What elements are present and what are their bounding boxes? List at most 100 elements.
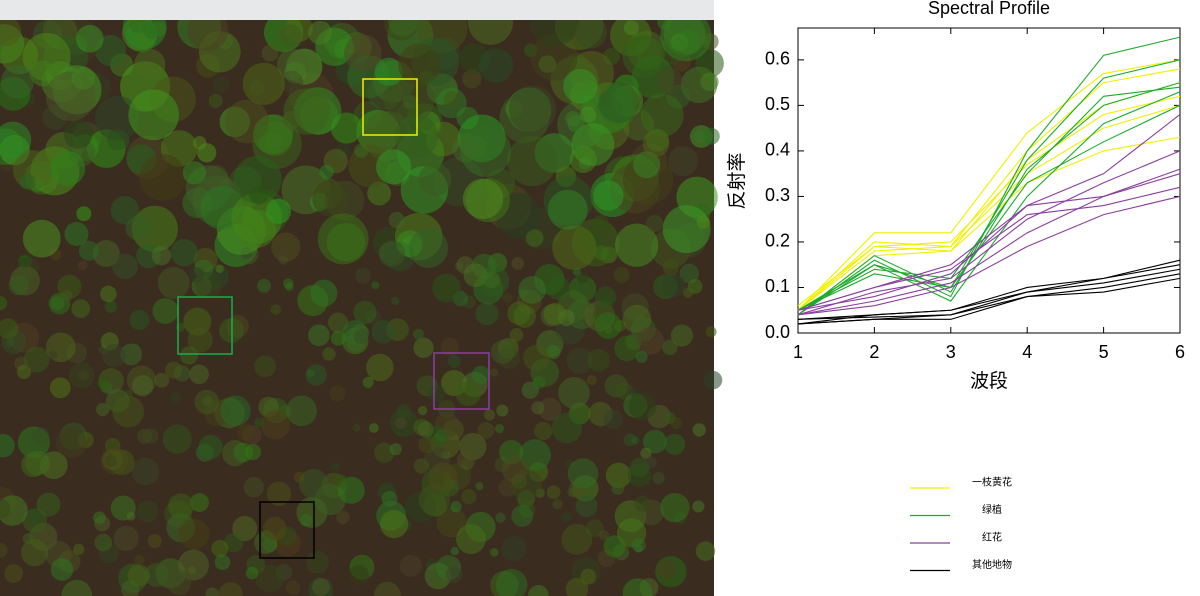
vegetation-patch	[543, 302, 566, 326]
y-tick-label: 0.0	[765, 322, 790, 342]
spectral-line	[797, 268, 1181, 320]
vegetation-patch	[447, 354, 461, 368]
vegetation-patch	[661, 273, 686, 298]
vegetation-patch	[657, 559, 677, 579]
vegetation-patch	[460, 125, 512, 177]
vegetation-patch	[695, 541, 716, 561]
vegetation-patch	[237, 423, 255, 441]
vegetation-patch	[162, 424, 192, 454]
spectral-line	[797, 264, 1181, 320]
vegetation-patch	[371, 281, 380, 290]
vegetation	[0, 0, 724, 596]
vegetation-patch	[107, 129, 129, 151]
vegetation-patch	[622, 304, 652, 334]
spectral-line	[797, 59, 1181, 311]
vegetation-patch	[220, 395, 251, 427]
vegetation-patch	[102, 343, 126, 368]
vegetation-patch	[352, 423, 361, 432]
vegetation-patch	[110, 196, 140, 225]
vegetation-patch	[265, 198, 292, 224]
vegetation-patch	[198, 434, 223, 460]
vegetation-patch	[349, 565, 369, 585]
vegetation-patch	[331, 462, 340, 471]
vegetation-patch	[455, 381, 481, 407]
vegetation-patch	[475, 302, 499, 326]
vegetation-patch	[558, 377, 590, 409]
vegetation-patch	[308, 324, 330, 347]
vegetation-patch	[279, 24, 302, 47]
vegetation-patch	[472, 365, 490, 384]
vegetation-patch	[48, 350, 58, 360]
vegetation-patch	[489, 368, 499, 377]
vegetation-patch	[322, 347, 336, 361]
vegetation-patch	[571, 123, 615, 167]
vegetation-patch	[285, 282, 294, 291]
vegetation-patch	[490, 340, 515, 364]
vegetation-patch	[50, 296, 65, 311]
vegetation-patch	[319, 164, 334, 180]
vegetation-patch	[168, 493, 194, 520]
vegetation-patch	[257, 278, 271, 293]
vegetation-patch	[398, 43, 441, 87]
vegetation-patch	[21, 539, 49, 567]
vegetation-patch	[78, 240, 99, 261]
vegetation-patch	[23, 346, 50, 373]
vegetation-patch	[4, 564, 24, 583]
vegetation-patch	[381, 490, 398, 507]
vegetation-patch	[329, 385, 346, 402]
vegetation-patch	[640, 447, 652, 460]
vegetation-patch	[642, 130, 670, 157]
vegetation-patch	[603, 535, 626, 558]
vegetation-patch	[700, 72, 719, 92]
vegetation-patch	[567, 458, 599, 489]
x-axis-label: 波段	[970, 370, 1008, 392]
vegetation-patch	[113, 525, 139, 552]
vegetation-patch	[374, 581, 401, 596]
vegetation-patch	[0, 17, 22, 47]
vegetation-patch	[461, 489, 477, 505]
legend-label: 一枝黄花	[972, 476, 1012, 489]
vegetation-patch	[353, 329, 369, 344]
vegetation-patch	[546, 276, 570, 300]
vegetation-patch	[242, 62, 285, 105]
vegetation-patch	[605, 462, 632, 489]
vegetation-patch	[100, 285, 117, 303]
spectral-line	[797, 86, 1181, 311]
vegetation-patch	[652, 471, 665, 485]
vegetation-patch	[63, 119, 93, 149]
vegetation-patch	[631, 538, 646, 553]
vegetation-patch	[614, 335, 640, 362]
vegetation-patch	[417, 405, 428, 416]
vegetation-patch	[662, 259, 679, 276]
vegetation-patch	[104, 300, 117, 313]
vegetation-patch	[263, 516, 287, 541]
y-tick-label: 0.4	[765, 140, 790, 160]
vegetation-patch	[166, 570, 192, 595]
image-edge	[0, 0, 714, 20]
vegetation-patch	[428, 462, 458, 492]
vegetation-patch	[417, 421, 434, 438]
vegetation-patch	[50, 558, 74, 581]
vegetation-patch	[598, 82, 640, 123]
vegetation-patch	[508, 85, 557, 133]
vegetation-patch	[125, 216, 150, 241]
y-tick-label: 0.2	[765, 231, 790, 251]
x-tick-label: 4	[1022, 342, 1032, 362]
vegetation-patch	[389, 443, 402, 456]
vegetation-patch	[696, 215, 710, 229]
black-roi	[259, 501, 315, 559]
vegetation-patch	[93, 511, 106, 524]
vegetation-patch	[152, 298, 179, 324]
vegetation-patch	[462, 69, 482, 89]
vegetation-patch	[182, 161, 207, 185]
vegetation-patch	[644, 456, 657, 469]
vegetation-patch	[64, 221, 89, 246]
legend-label: 红花	[982, 531, 1002, 544]
vegetation-patch	[574, 16, 608, 49]
spectral-line	[797, 104, 1181, 311]
vegetation-patch	[656, 67, 682, 94]
vegetation-patch	[477, 421, 495, 439]
vegetation-patch	[165, 361, 183, 379]
vegetation-patch	[50, 151, 86, 186]
vegetation-patch	[703, 370, 723, 390]
